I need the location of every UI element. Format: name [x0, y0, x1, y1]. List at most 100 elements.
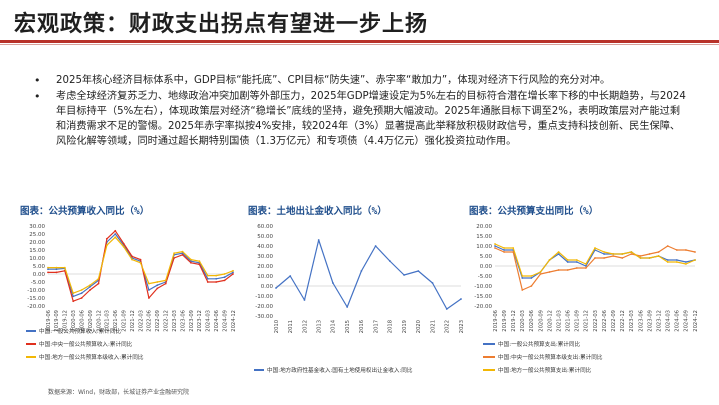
bullet-item: 2025年核心经济目标体系中，GDP目标“能托底”、CPI目标“防失速”、赤字率… — [30, 73, 690, 88]
legend-label: 中国:一般公共预算支出:累计同比 — [498, 340, 580, 348]
x-tick-label: 2024-09 — [222, 310, 228, 332]
chart-land-revenue: 图表：土地出让金收入同比（%） 60.00 50.00 40.00 30.00 20.0… — [240, 200, 465, 385]
y-tick-label: -10.00 — [474, 284, 492, 290]
data-point — [223, 273, 226, 275]
y-tick-label: 20.00 — [476, 224, 492, 230]
series-line — [275, 239, 462, 310]
y-tick-label: -15.00 — [474, 294, 492, 300]
data-point — [89, 284, 91, 287]
y-tick-label: -20.00 — [27, 304, 45, 310]
x-tick-label: 2020-09 — [88, 310, 94, 332]
series-line — [48, 230, 234, 302]
x-tick-label: 2020-03 — [71, 310, 77, 332]
data-point — [198, 263, 201, 266]
y-tick-label: 60.00 — [257, 224, 273, 230]
series-line — [494, 245, 696, 291]
x-tick-label: 2024-12 — [231, 310, 237, 332]
data-point — [80, 289, 83, 291]
y-tick-label: 25.00 — [29, 232, 45, 238]
data-point — [685, 249, 687, 251]
chart-budget-expenditure-svg: 20.00 15.00 10.00 5.00 0.00 -5.00 -10.00 -15.00… — [474, 224, 699, 374]
data-point — [139, 261, 142, 264]
data-point — [603, 251, 605, 253]
data-point — [206, 277, 209, 280]
x-tick-label: 2019-12 — [511, 310, 517, 332]
y-tick-label: 20.00 — [257, 264, 273, 270]
data-point — [648, 257, 651, 259]
y-tick-label: 30.00 — [29, 224, 45, 230]
data-point — [346, 306, 349, 308]
x-tick-label: 2020-09 — [538, 310, 544, 332]
y-tick-label: -30.00 — [255, 314, 273, 320]
x-tick-label: 2012 — [302, 320, 308, 333]
y-tick-label: 0.00 — [33, 272, 46, 278]
data-point — [503, 251, 505, 253]
data-point — [530, 285, 533, 287]
data-point — [156, 284, 159, 287]
data-point — [521, 289, 524, 291]
x-tick-label: 2020 — [416, 320, 422, 333]
x-tick-label: 2023-12 — [656, 310, 662, 332]
x-tick-label: 2014 — [331, 319, 337, 333]
data-point — [72, 295, 75, 298]
x-tick-label: 2019-12 — [63, 310, 69, 332]
x-tick-label: 2024-06 — [675, 310, 681, 332]
data-point — [275, 287, 277, 289]
x-tick-label: 2022-09 — [155, 310, 161, 332]
data-point — [594, 247, 596, 249]
data-point — [494, 243, 496, 245]
data-point — [557, 253, 560, 255]
data-point — [494, 245, 496, 247]
x-tick-label: 2018 — [388, 320, 394, 333]
y-tick-label: -5.00 — [31, 280, 46, 286]
y-tick-label: 5.00 — [480, 254, 493, 260]
data-point — [521, 275, 524, 277]
x-tick-label: 2023-03 — [629, 310, 635, 332]
x-tick-label: 2019-06 — [46, 310, 52, 332]
data-point — [557, 251, 560, 253]
x-tick-label: 2021-06 — [113, 310, 119, 332]
y-tick-label: -10.00 — [255, 294, 273, 300]
bullet-list: 2025年核心经济目标体系中，GDP目标“能托底”、CPI目标“防失速”、赤字率… — [30, 73, 690, 150]
data-point — [47, 266, 49, 269]
data-point — [494, 247, 496, 249]
x-tick-label: 2019-09 — [502, 310, 508, 332]
data-point — [181, 253, 184, 256]
x-tick-label: 2017 — [373, 320, 379, 333]
data-point — [114, 229, 117, 232]
data-point — [360, 270, 363, 272]
y-tick-label: -15.00 — [27, 296, 45, 302]
data-point — [89, 285, 91, 288]
chart-budget-revenue-svg: 30.00 25.00 20.00 15.00 10.00 5.00 0.00 -5.00 -1… — [26, 224, 237, 361]
data-point — [694, 259, 696, 261]
data-point — [164, 279, 167, 282]
y-tick-label: 20.00 — [29, 240, 45, 246]
x-tick-label: 2021-03 — [105, 310, 111, 332]
data-point — [557, 269, 560, 271]
data-point — [403, 274, 405, 276]
x-tick-label: 2023-06 — [638, 310, 644, 332]
y-tick-label: 15.00 — [29, 248, 45, 254]
x-tick-label: 2015 — [345, 320, 351, 333]
data-point — [97, 282, 100, 285]
data-point — [47, 271, 49, 274]
x-tick-label: 2016 — [359, 320, 365, 333]
data-point — [173, 257, 176, 259]
x-tick-label: 2023-09 — [189, 310, 195, 332]
y-tick-label: 10.00 — [29, 256, 45, 262]
data-point — [685, 261, 687, 263]
y-tick-label: 5.00 — [33, 264, 46, 270]
data-point — [566, 261, 569, 263]
data-point — [72, 300, 75, 303]
data-point — [612, 253, 615, 255]
x-tick-label: 2024-09 — [684, 310, 690, 332]
x-tick-label: 2024-12 — [693, 310, 699, 332]
data-point — [223, 276, 226, 279]
y-tick-label: 30.00 — [257, 254, 273, 260]
data-point — [55, 268, 58, 271]
data-point — [190, 261, 192, 264]
x-tick-label: 2023-09 — [647, 310, 653, 332]
y-tick-label: -5.00 — [478, 274, 493, 280]
data-point — [303, 299, 306, 301]
data-point — [585, 263, 587, 265]
